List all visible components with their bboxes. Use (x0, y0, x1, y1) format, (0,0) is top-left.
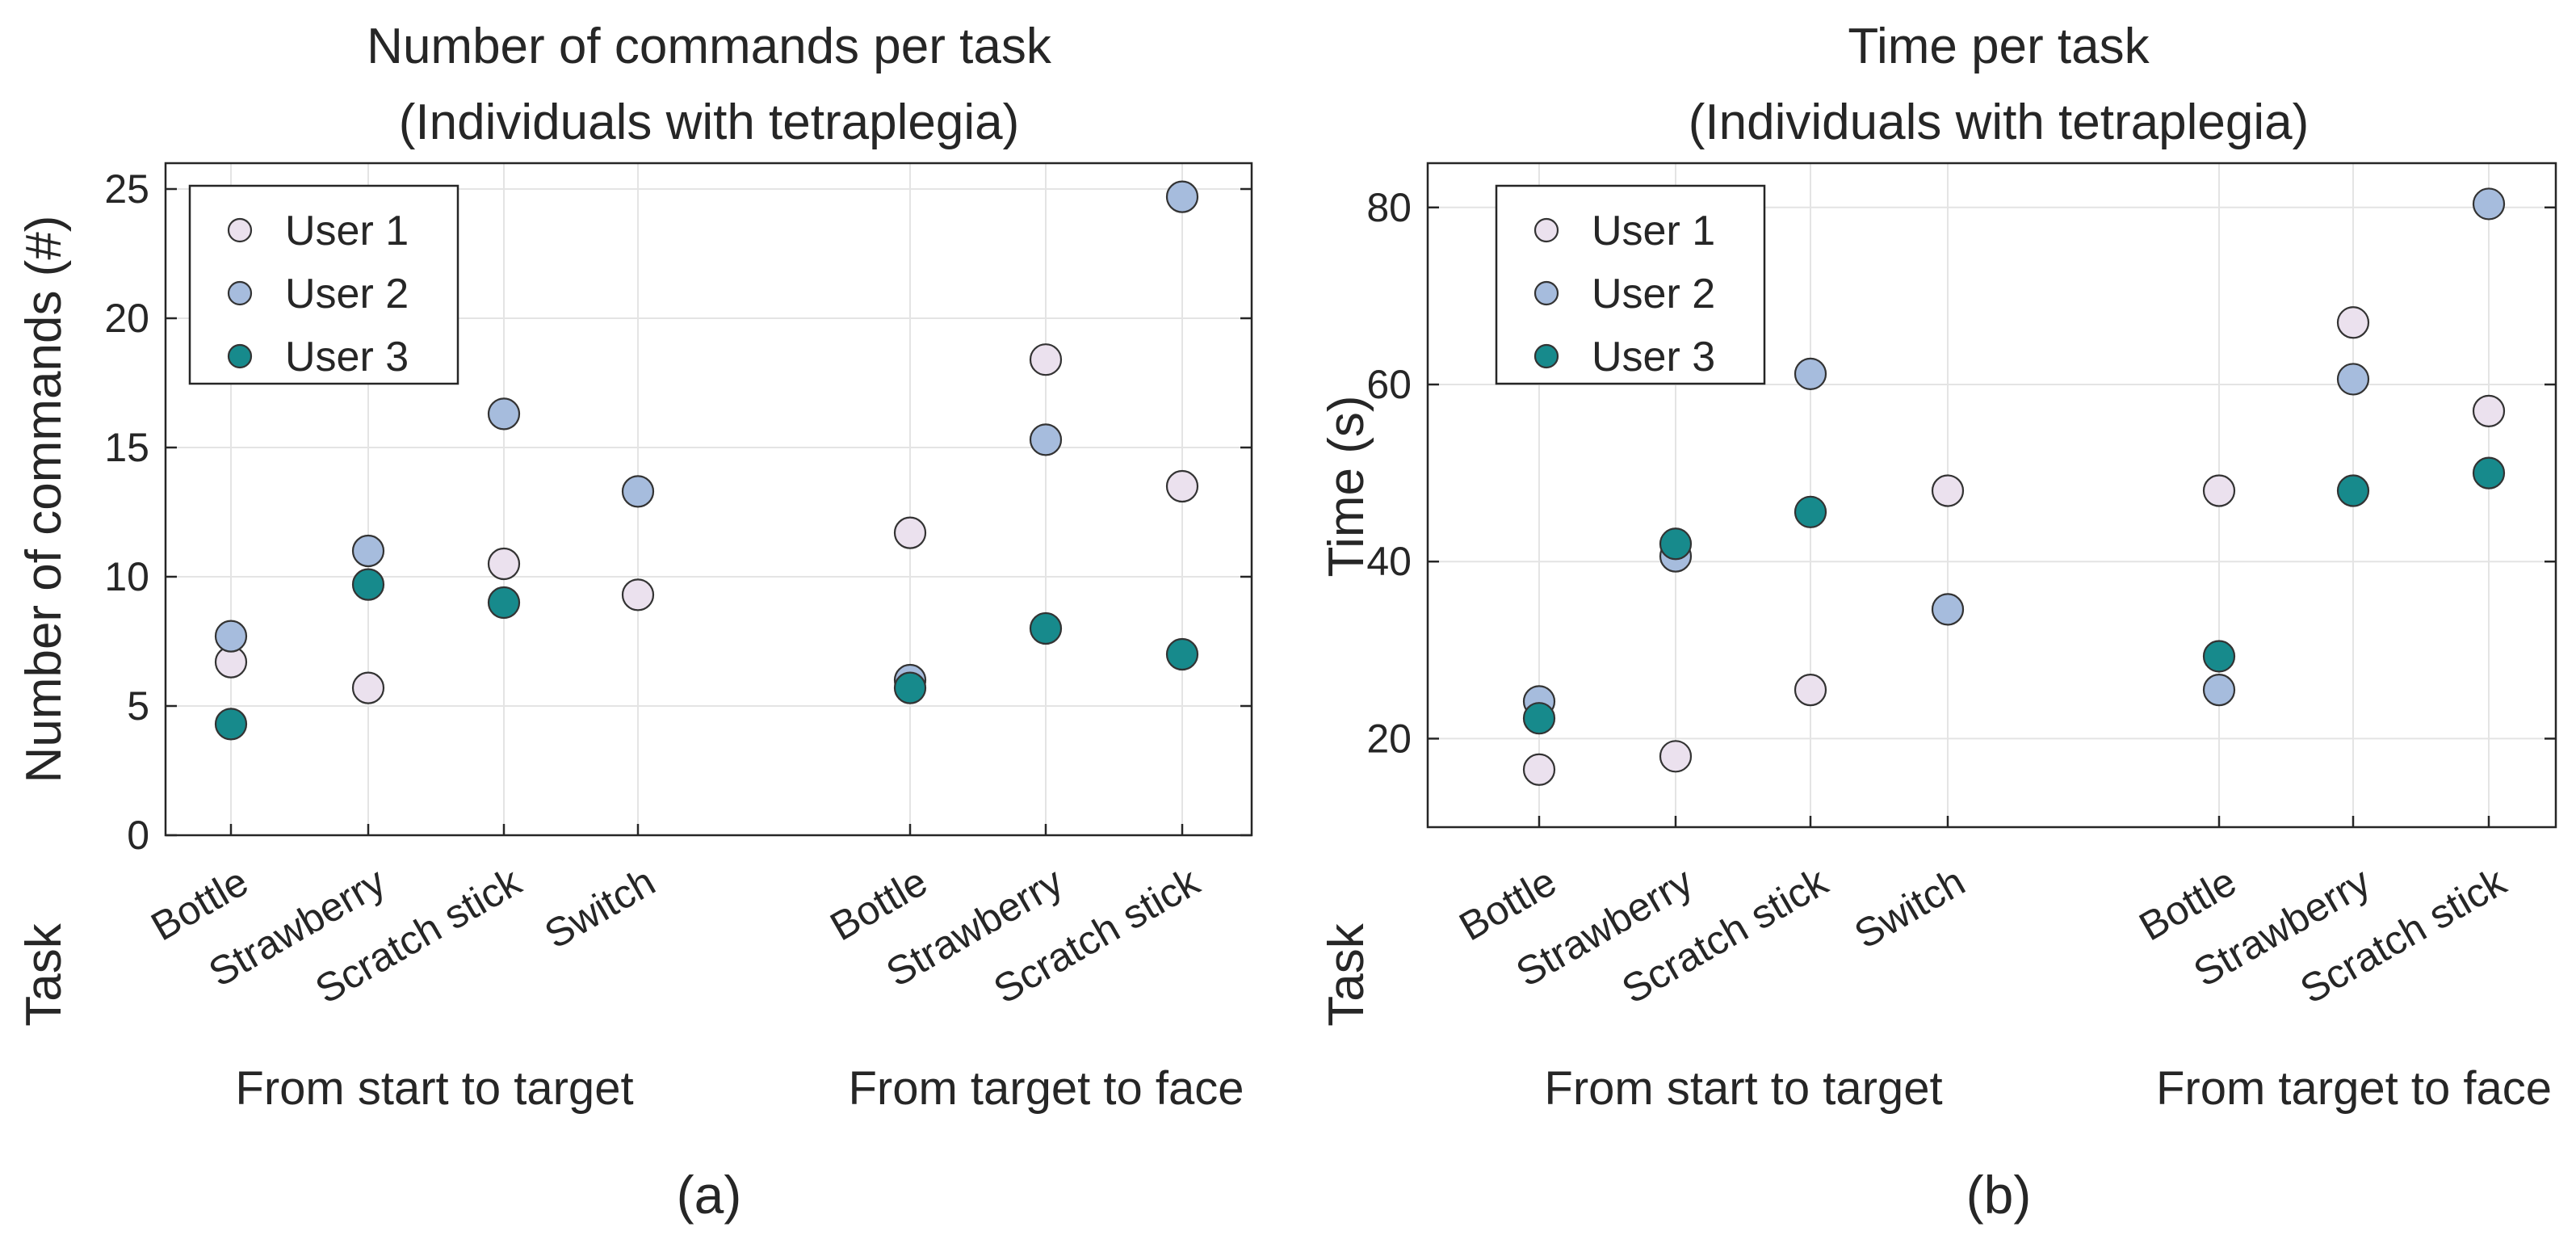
legend-label: User 1 (285, 208, 409, 254)
data-point-user-1 (351, 671, 385, 704)
data-points (1522, 187, 2506, 786)
legend-marker (1533, 280, 1559, 306)
y-axis-ticks: 20 40 60 80 (1366, 185, 2556, 827)
chart-title-line-2: (Individuals with tetraplegia) (399, 95, 1020, 150)
data-point-user-1 (1794, 674, 1827, 707)
y-tick-label: 25 (104, 166, 149, 212)
group-label: From target to face (849, 1062, 1244, 1115)
data-point-user-1 (1522, 753, 1556, 786)
data-point-user-2 (351, 534, 385, 568)
data-point-user-3 (1659, 527, 1693, 561)
data-point-user-1 (1165, 469, 1199, 503)
y-tick-label: 80 (1366, 185, 1412, 230)
data-point-user-2 (214, 620, 248, 653)
data-point-user-2 (1029, 423, 1063, 456)
data-point-user-1 (1659, 740, 1693, 773)
data-point-user-2 (2336, 363, 2370, 396)
chart-title-line-1: Number of commands per task (367, 19, 1052, 74)
x-axis-label: Task (16, 922, 72, 1026)
data-point-user-3 (1165, 637, 1199, 671)
data-point-user-3 (1794, 495, 1827, 528)
data-point-user-3 (351, 568, 385, 601)
panel-a-chart: Number of commands per task (Individuals… (16, 19, 1253, 1225)
x-tick-label: Switch (1847, 859, 1973, 957)
y-tick-label: 0 (127, 813, 149, 858)
legend-label: User 1 (1592, 208, 1715, 254)
y-axis-label: Time (s) (1319, 396, 1374, 578)
data-point-user-1 (2472, 394, 2506, 427)
data-point-user-1 (1029, 343, 1063, 376)
data-point-user-3 (1522, 702, 1556, 735)
y-tick-label: 40 (1366, 539, 1412, 584)
data-point-user-2 (1931, 593, 1965, 626)
data-point-user-3 (2336, 474, 2370, 507)
y-axis-ticks: 0 5 10 15 20 25 (104, 166, 1252, 858)
data-point-user-2 (1165, 180, 1199, 213)
y-tick-label: 5 (127, 683, 149, 729)
legend-label: User 2 (285, 271, 409, 317)
data-point-user-3 (487, 586, 521, 620)
data-point-user-3 (1029, 611, 1063, 645)
data-point-user-3 (2202, 640, 2236, 673)
legend-marker (227, 343, 253, 369)
data-point-user-2 (621, 475, 655, 508)
legend-label: User 2 (1592, 271, 1715, 317)
legend: User 1 User 2 User 3 (188, 184, 459, 385)
y-tick-label: 20 (104, 296, 149, 341)
group-label: From target to face (2156, 1062, 2552, 1115)
data-point-user-2 (2202, 674, 2236, 707)
group-label: From start to target (1544, 1062, 1942, 1115)
data-point-user-1 (2336, 306, 2370, 339)
x-tick-label: Switch (537, 859, 663, 957)
data-point-user-1 (621, 578, 655, 611)
panel-b-chart: Time per task (Individuals with tetraple… (1319, 19, 2557, 1225)
data-point-user-1 (2202, 474, 2236, 507)
plot-area-frame (164, 162, 1253, 837)
chart-title-line-2: (Individuals with tetraplegia) (1689, 95, 2310, 150)
plot-area-frame (1426, 162, 2557, 829)
y-tick-label: 20 (1366, 716, 1412, 761)
data-point-user-2 (2472, 187, 2506, 221)
chart-title-line-1: Time per task (1848, 19, 2150, 74)
group-labels: From start to target From target to face (235, 1062, 1244, 1115)
legend-marker (1533, 343, 1559, 369)
data-point-user-2 (1794, 357, 1827, 390)
panel-label: (a) (677, 1165, 742, 1225)
y-tick-label: 15 (104, 425, 149, 470)
panel-label: (b) (1966, 1165, 2032, 1225)
group-labels: From start to target From target to face (1544, 1062, 2552, 1115)
legend-marker (227, 280, 253, 306)
y-tick-label: 60 (1366, 362, 1412, 407)
legend-label: User 3 (1592, 334, 1715, 380)
data-point-user-1 (1931, 474, 1965, 507)
x-axis-label: Task (1319, 922, 1374, 1026)
data-point-user-3 (893, 671, 927, 704)
data-points (214, 180, 1199, 741)
legend: User 1 User 2 User 3 (1495, 184, 1766, 385)
data-point-user-1 (487, 547, 521, 581)
legend-marker (227, 217, 253, 243)
group-label: From start to target (235, 1062, 633, 1115)
data-point-user-3 (2472, 456, 2506, 490)
data-point-user-3 (214, 708, 248, 741)
y-tick-label: 10 (104, 554, 149, 599)
data-point-user-2 (487, 397, 521, 431)
data-point-user-1 (893, 516, 927, 549)
y-axis-label: Number of commands (#) (16, 216, 72, 784)
legend-label: User 3 (285, 334, 409, 380)
legend-marker (1533, 217, 1559, 243)
